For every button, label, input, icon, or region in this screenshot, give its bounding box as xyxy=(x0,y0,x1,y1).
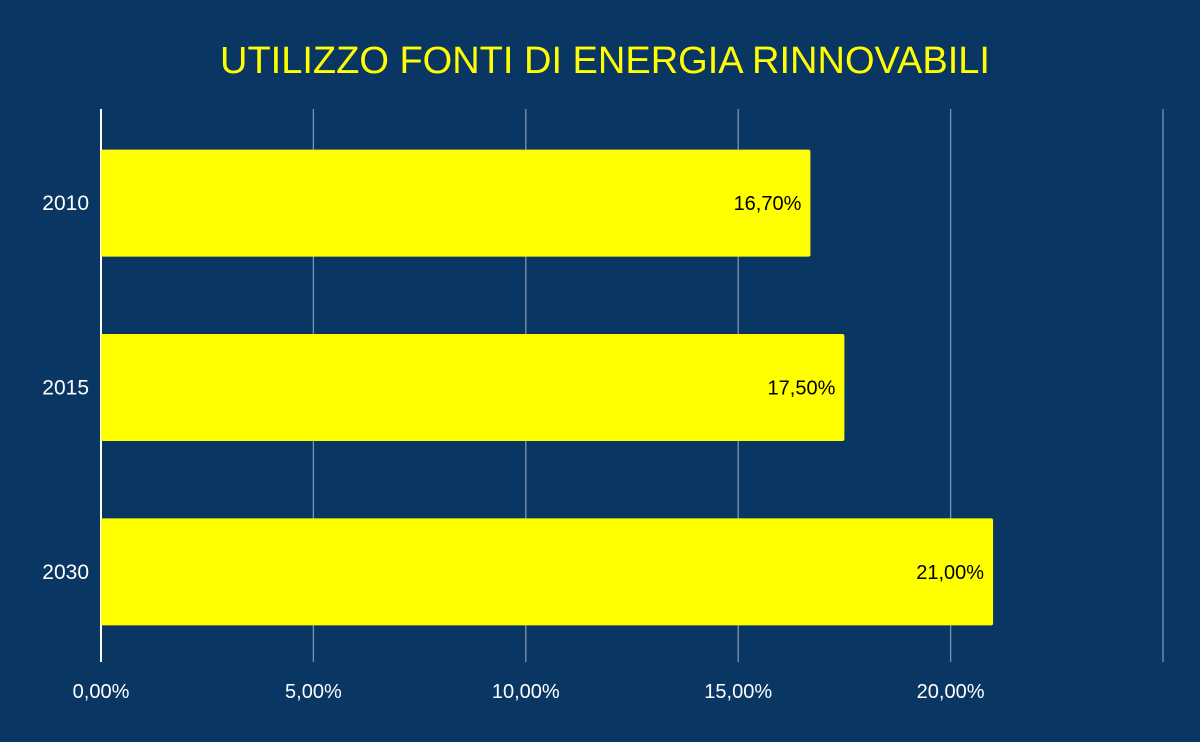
chart-title: UTILIZZO FONTI DI ENERGIA RINNOVABILI xyxy=(220,40,990,82)
x-tick-label: 0,00% xyxy=(73,681,130,703)
y-category-label: 2030 xyxy=(42,561,89,584)
x-tick-label: 15,00% xyxy=(704,681,772,703)
bar-2015 xyxy=(101,334,845,441)
y-category-label: 2010 xyxy=(42,192,89,215)
bar-value-label: 21,00% xyxy=(916,562,984,584)
bar-value-label: 17,50% xyxy=(768,378,836,400)
bar-2010 xyxy=(101,149,811,257)
bar-2030 xyxy=(101,518,994,626)
x-axis-ticks: 0,00% 5,00% 10,00% 15,00% 20,00% xyxy=(73,681,985,703)
bars: 16,70% 17,50% 21,00% xyxy=(101,149,994,626)
y-axis-labels: 2010 2015 2030 xyxy=(42,192,89,584)
x-tick-label: 5,00% xyxy=(285,681,342,703)
bar-value-label: 16,70% xyxy=(734,193,802,215)
x-tick-label: 10,00% xyxy=(492,681,560,703)
y-category-label: 2015 xyxy=(42,377,89,400)
x-tick-label: 20,00% xyxy=(917,681,985,703)
